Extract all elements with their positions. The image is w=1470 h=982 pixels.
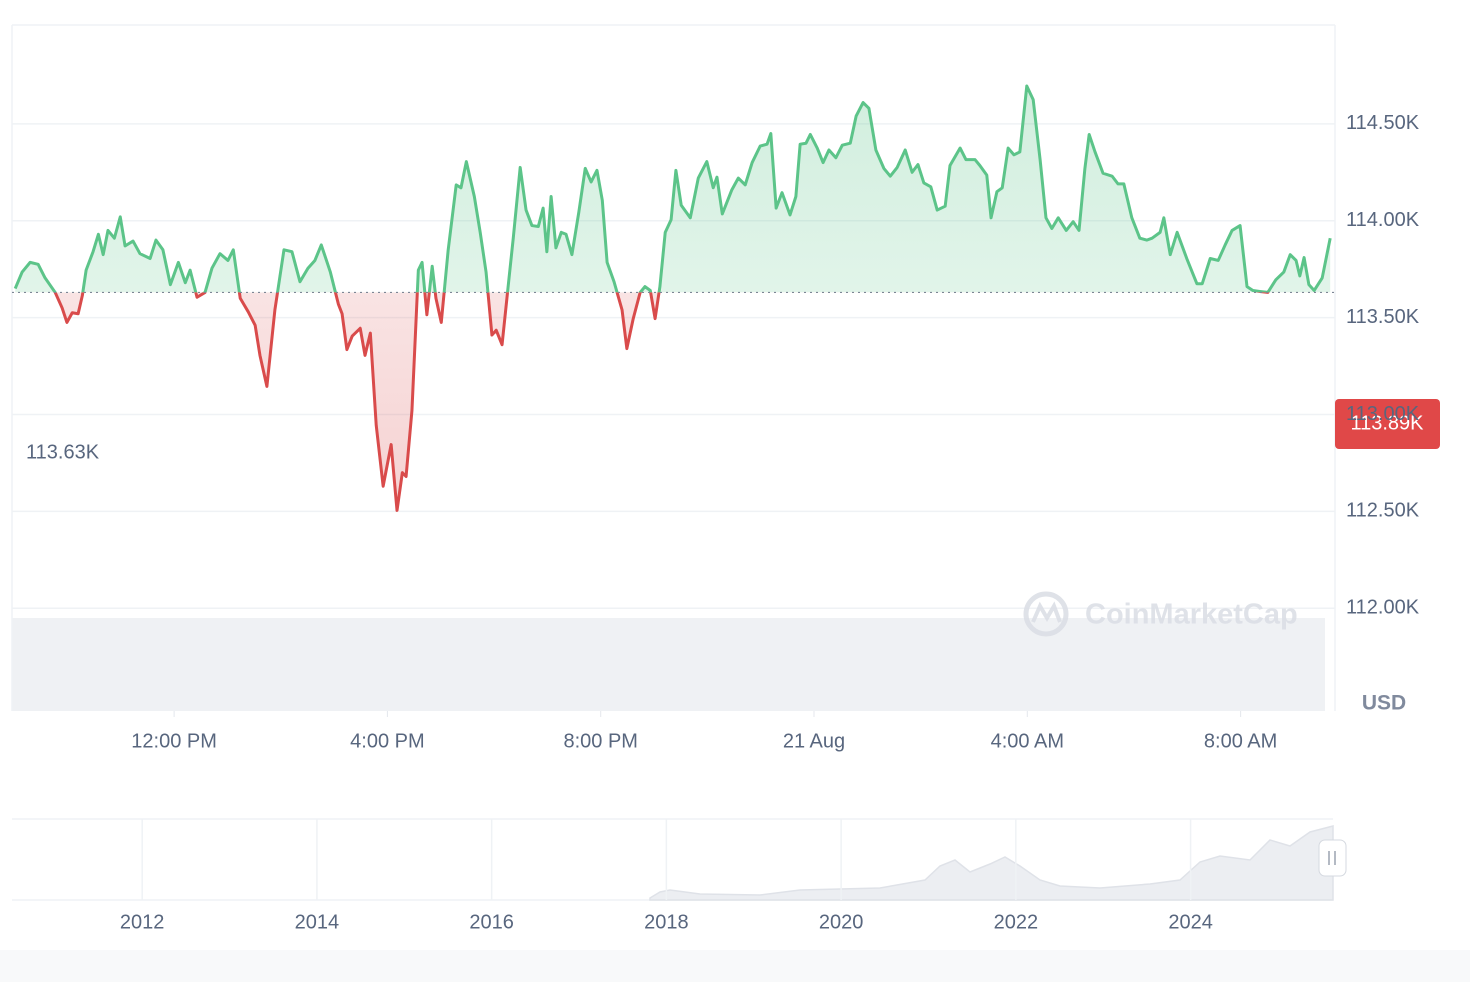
baseline-label: 113.63K	[26, 441, 100, 463]
y-tick-label: 113.50K	[1346, 306, 1420, 328]
plot	[12, 84, 1335, 512]
navigator-tick-label: 2022	[994, 911, 1039, 933]
volume-bars	[12, 618, 1325, 711]
x-tick-label: 4:00 PM	[350, 730, 424, 752]
x-tick-label: 8:00 PM	[563, 730, 637, 752]
navigator-tick-label: 2020	[819, 911, 864, 933]
footer-strip	[0, 950, 1470, 982]
navigator	[12, 818, 1347, 901]
current-price-badge	[1335, 399, 1440, 449]
current-price-label: 113.89K	[1350, 412, 1424, 434]
x-tick-label: 8:00 AM	[1204, 730, 1277, 752]
navigator-tick-label: 2014	[295, 911, 340, 933]
y-tick-label: 114.00K	[1346, 209, 1420, 231]
price-line-down	[53, 292, 1270, 512]
navigator-tick-label: 2012	[120, 911, 165, 933]
x-tick-label: 12:00 PM	[131, 730, 217, 752]
y-tick-label: 112.50K	[1346, 500, 1420, 522]
area-up	[15, 86, 1331, 293]
y-tick-label: 114.50K	[1346, 112, 1420, 134]
price-line-up	[13, 84, 1332, 293]
navigator-tick-label: 2024	[1168, 911, 1213, 933]
x-tick-label: 4:00 AM	[991, 730, 1064, 752]
currency-label: USD	[1362, 692, 1406, 715]
navigator-tick-label: 2018	[644, 911, 689, 933]
area-down	[15, 292, 1331, 511]
watermark-text: CoinMarketCap	[1085, 599, 1298, 631]
y-tick-label: 112.00K	[1346, 597, 1420, 619]
x-tick-label: 21 Aug	[783, 730, 845, 752]
watermark: CoinMarketCap	[1023, 591, 1298, 637]
navigator-tick-label: 2016	[469, 911, 514, 933]
y-tick-label: 113.00K	[1346, 403, 1420, 425]
